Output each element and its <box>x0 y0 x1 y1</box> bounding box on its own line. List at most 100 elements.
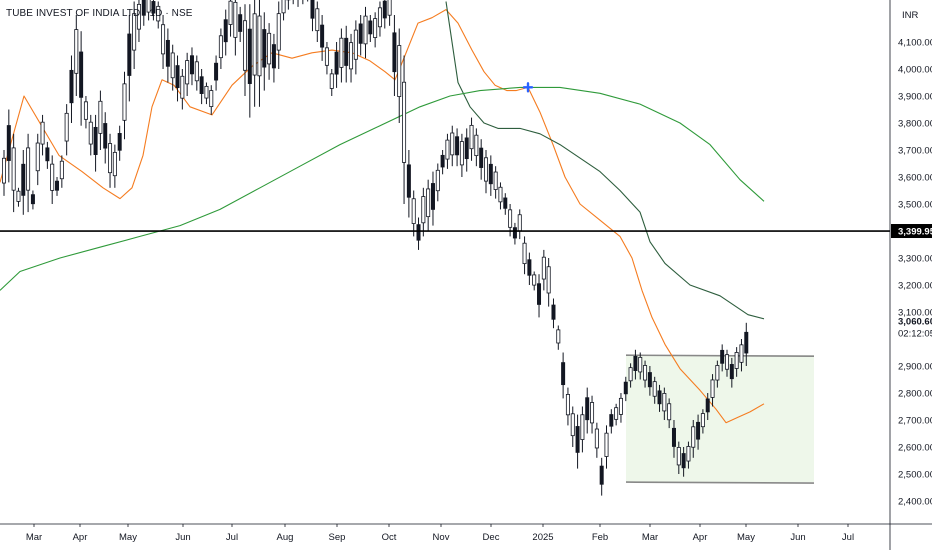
x-tick-label: Aug <box>277 532 294 543</box>
candle-body <box>508 209 513 228</box>
candle <box>276 1 281 69</box>
candle <box>623 376 628 402</box>
candle <box>570 406 575 447</box>
x-tick-label: Mar <box>26 532 42 543</box>
candle <box>156 1 161 29</box>
candle <box>247 4 252 118</box>
ma-slow-line <box>0 86 765 291</box>
candle-body <box>705 398 710 413</box>
candle <box>136 0 141 42</box>
candle-body <box>329 73 334 89</box>
x-tick-label: Feb <box>592 532 608 543</box>
candle-body <box>604 432 609 457</box>
candle-body <box>238 14 243 32</box>
range-box-top-line <box>625 354 815 358</box>
candle-body <box>6 125 11 161</box>
candle-body <box>349 42 354 70</box>
candle-body <box>353 29 358 60</box>
candle <box>339 28 344 83</box>
candle <box>696 414 701 450</box>
candle <box>180 69 185 110</box>
candle-body <box>127 33 132 76</box>
x-tick-label: May <box>119 532 137 543</box>
candle <box>228 0 233 37</box>
candle-body <box>122 83 127 121</box>
candle <box>657 384 662 412</box>
candle <box>189 47 194 86</box>
candle-body <box>647 372 652 388</box>
candle <box>455 128 460 167</box>
candle <box>710 374 715 407</box>
x-tick-label: Jul <box>842 532 854 543</box>
candle <box>112 144 117 188</box>
candle <box>349 33 354 83</box>
candle <box>132 1 137 69</box>
candle <box>440 150 445 175</box>
candle-body <box>575 426 580 453</box>
candle-body <box>455 136 460 156</box>
candle-body <box>585 397 590 421</box>
range-box <box>626 355 814 483</box>
candle <box>88 114 93 156</box>
candle-body <box>189 55 194 75</box>
y-tick-label: 3,700.00 <box>898 146 932 157</box>
candle-body <box>165 39 170 67</box>
x-tick-label: Apr <box>693 532 708 543</box>
candle-body <box>618 397 623 415</box>
candle <box>633 349 638 380</box>
candle <box>45 141 50 169</box>
candle <box>74 15 79 96</box>
candle-body <box>479 147 484 168</box>
candle-body <box>517 214 522 232</box>
candle <box>170 44 175 91</box>
candle <box>26 133 31 213</box>
candle-body <box>11 147 16 191</box>
candle-body <box>373 18 378 38</box>
candle <box>297 0 299 7</box>
candle-body <box>392 32 397 73</box>
candles-layer <box>2 0 749 496</box>
candle-body <box>151 1 156 14</box>
candle-body <box>715 365 720 381</box>
x-tick-label: Apr <box>73 532 88 543</box>
candle-body <box>609 414 614 427</box>
candle-body <box>734 352 739 369</box>
candle <box>165 28 170 83</box>
candle <box>262 12 267 91</box>
candle-body <box>175 65 180 89</box>
candle-body <box>21 163 26 196</box>
candle <box>435 163 440 202</box>
candle <box>122 71 127 140</box>
candle-body <box>199 76 204 94</box>
candle <box>127 15 132 102</box>
x-tick-label: Dec <box>483 532 500 543</box>
candle <box>459 133 464 177</box>
candle <box>614 403 619 426</box>
candle-body <box>194 61 199 82</box>
candle-body <box>117 133 122 151</box>
candle-body <box>377 7 382 28</box>
x-tick-label: Jun <box>790 532 805 543</box>
y-tick-label: 2,500.00 <box>898 470 932 481</box>
y-tick-label: 3,600.00 <box>898 173 932 184</box>
candle <box>209 85 214 115</box>
candle-body <box>729 364 734 380</box>
candle-body <box>315 8 320 32</box>
candle-body <box>512 227 517 239</box>
candle-body <box>402 81 407 163</box>
candle-body <box>26 147 31 191</box>
y-tick-label: 4,000.00 <box>898 65 932 76</box>
candle-body <box>459 141 464 166</box>
candle <box>185 52 190 96</box>
candle-body <box>233 1 238 38</box>
candle <box>556 325 561 350</box>
candle-body <box>247 28 252 84</box>
candle <box>609 409 614 434</box>
candle <box>532 271 537 291</box>
candle-body <box>16 190 21 202</box>
candle <box>585 387 590 434</box>
candle <box>681 447 686 477</box>
candle <box>353 20 358 75</box>
candle <box>307 0 309 2</box>
